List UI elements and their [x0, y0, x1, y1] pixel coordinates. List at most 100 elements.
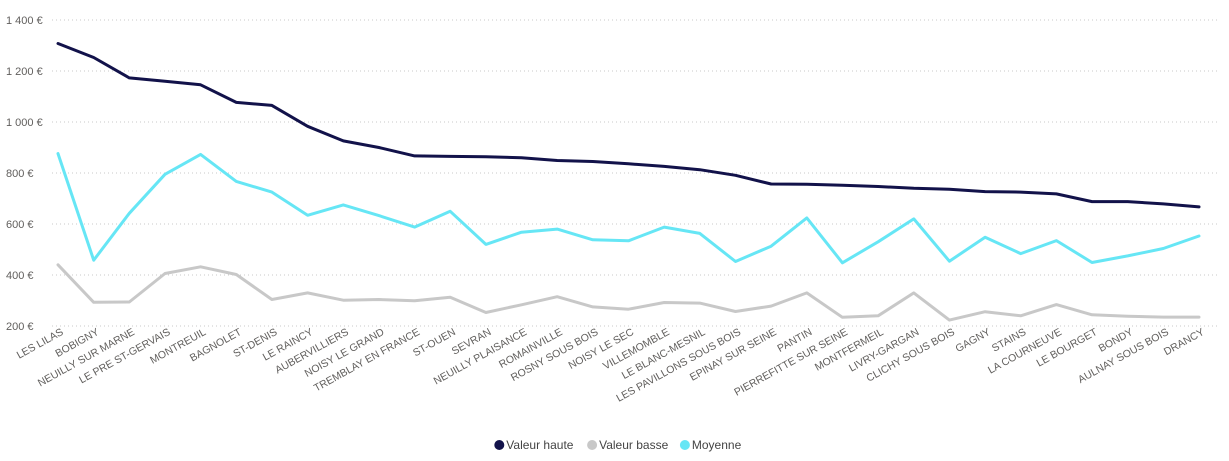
- data-point[interactable]: [483, 309, 489, 315]
- data-point[interactable]: [626, 161, 632, 167]
- data-point[interactable]: [376, 213, 382, 219]
- data-point[interactable]: [661, 163, 667, 169]
- data-point[interactable]: [340, 138, 346, 144]
- data-point[interactable]: [447, 153, 453, 159]
- data-point[interactable]: [1160, 314, 1166, 320]
- data-point[interactable]: [590, 237, 596, 243]
- data-point[interactable]: [875, 239, 881, 245]
- data-point[interactable]: [1196, 233, 1202, 239]
- data-point[interactable]: [305, 290, 311, 296]
- data-point[interactable]: [198, 151, 204, 157]
- legend-item[interactable]: Valeur haute: [494, 438, 574, 452]
- series-line-moyenne[interactable]: [56, 152, 1201, 265]
- data-point[interactable]: [911, 216, 917, 222]
- data-point[interactable]: [162, 270, 168, 276]
- data-point[interactable]: [233, 99, 239, 105]
- data-point[interactable]: [804, 181, 810, 187]
- data-point[interactable]: [768, 181, 774, 187]
- data-point[interactable]: [269, 296, 275, 302]
- data-point[interactable]: [732, 308, 738, 314]
- data-point[interactable]: [412, 224, 418, 230]
- data-point[interactable]: [376, 145, 382, 151]
- data-point[interactable]: [162, 78, 168, 84]
- data-point[interactable]: [554, 226, 560, 232]
- data-point[interactable]: [1089, 199, 1095, 205]
- data-point[interactable]: [982, 234, 988, 240]
- data-point[interactable]: [982, 309, 988, 315]
- data-point[interactable]: [162, 171, 168, 177]
- data-point[interactable]: [269, 102, 275, 108]
- data-point[interactable]: [483, 154, 489, 160]
- data-point[interactable]: [982, 189, 988, 195]
- data-point[interactable]: [768, 303, 774, 309]
- data-point[interactable]: [839, 182, 845, 188]
- series-line-valeur-haute[interactable]: [56, 42, 1201, 209]
- data-point[interactable]: [1160, 201, 1166, 207]
- data-point[interactable]: [875, 313, 881, 319]
- data-point[interactable]: [126, 210, 132, 216]
- data-point[interactable]: [1160, 245, 1166, 251]
- data-point[interactable]: [126, 299, 132, 305]
- data-point[interactable]: [91, 257, 97, 263]
- data-point[interactable]: [1053, 238, 1059, 244]
- data-point[interactable]: [55, 262, 61, 268]
- data-point[interactable]: [697, 230, 703, 236]
- data-point[interactable]: [91, 299, 97, 305]
- legend[interactable]: Valeur haute Valeur basse Moyenne: [494, 438, 742, 452]
- data-point[interactable]: [732, 258, 738, 264]
- data-point[interactable]: [1125, 313, 1131, 319]
- data-point[interactable]: [768, 243, 774, 249]
- data-point[interactable]: [55, 151, 61, 157]
- data-point[interactable]: [1018, 189, 1024, 195]
- data-point[interactable]: [911, 290, 917, 296]
- data-point[interactable]: [1018, 251, 1024, 257]
- data-point[interactable]: [839, 314, 845, 320]
- data-point[interactable]: [1125, 253, 1131, 259]
- data-point[interactable]: [554, 294, 560, 300]
- data-point[interactable]: [1196, 204, 1202, 210]
- data-point[interactable]: [554, 158, 560, 164]
- data-point[interactable]: [732, 172, 738, 178]
- data-point[interactable]: [839, 260, 845, 266]
- data-point[interactable]: [519, 302, 525, 308]
- data-point[interactable]: [269, 189, 275, 195]
- data-point[interactable]: [875, 184, 881, 190]
- data-point[interactable]: [946, 317, 952, 323]
- data-point[interactable]: [233, 271, 239, 277]
- data-point[interactable]: [376, 296, 382, 302]
- data-point[interactable]: [626, 306, 632, 312]
- data-point[interactable]: [198, 82, 204, 88]
- data-point[interactable]: [340, 202, 346, 208]
- data-point[interactable]: [1053, 191, 1059, 197]
- data-point[interactable]: [1089, 312, 1095, 318]
- series-line-valeur-basse[interactable]: [56, 263, 1201, 322]
- legend-item[interactable]: Moyenne: [679, 438, 742, 452]
- data-point[interactable]: [804, 215, 810, 221]
- data-point[interactable]: [661, 224, 667, 230]
- data-point[interactable]: [126, 75, 132, 81]
- data-point[interactable]: [483, 241, 489, 247]
- data-point[interactable]: [198, 264, 204, 270]
- data-point[interactable]: [1018, 313, 1024, 319]
- data-point[interactable]: [519, 229, 525, 235]
- data-point[interactable]: [519, 155, 525, 161]
- data-point[interactable]: [447, 208, 453, 214]
- data-point[interactable]: [412, 298, 418, 304]
- data-point[interactable]: [412, 153, 418, 159]
- data-point[interactable]: [946, 258, 952, 264]
- legend-item[interactable]: Valeur basse: [587, 438, 669, 452]
- data-point[interactable]: [911, 185, 917, 191]
- data-point[interactable]: [1196, 314, 1202, 320]
- data-point[interactable]: [1089, 260, 1095, 266]
- data-point[interactable]: [305, 123, 311, 129]
- data-point[interactable]: [55, 40, 61, 46]
- data-point[interactable]: [697, 167, 703, 173]
- data-point[interactable]: [91, 54, 97, 60]
- data-point[interactable]: [697, 300, 703, 306]
- data-point[interactable]: [626, 238, 632, 244]
- data-point[interactable]: [946, 186, 952, 192]
- data-point[interactable]: [340, 297, 346, 303]
- data-point[interactable]: [590, 304, 596, 310]
- data-point[interactable]: [233, 178, 239, 184]
- data-point[interactable]: [804, 290, 810, 296]
